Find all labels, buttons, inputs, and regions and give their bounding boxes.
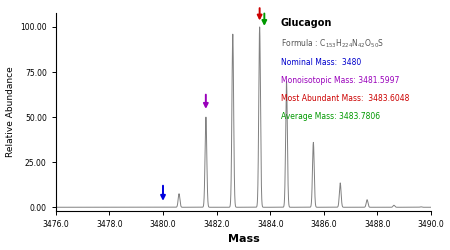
Text: Formula : $\mathregular{C_{153}H_{224}N_{42}O_{50}S}$: Formula : $\mathregular{C_{153}H_{224}N_… (281, 38, 384, 50)
Text: Average Mass: 3483.7806: Average Mass: 3483.7806 (281, 112, 380, 121)
X-axis label: Mass: Mass (228, 234, 259, 244)
Y-axis label: Relative Abundance: Relative Abundance (5, 66, 14, 157)
Text: Glucagon: Glucagon (281, 18, 332, 28)
Text: Most Abundant Mass:  3483.6048: Most Abundant Mass: 3483.6048 (281, 94, 410, 103)
Text: Nominal Mass:  3480: Nominal Mass: 3480 (281, 58, 361, 67)
Text: Monoisotopic Mass: 3481.5997: Monoisotopic Mass: 3481.5997 (281, 76, 399, 85)
